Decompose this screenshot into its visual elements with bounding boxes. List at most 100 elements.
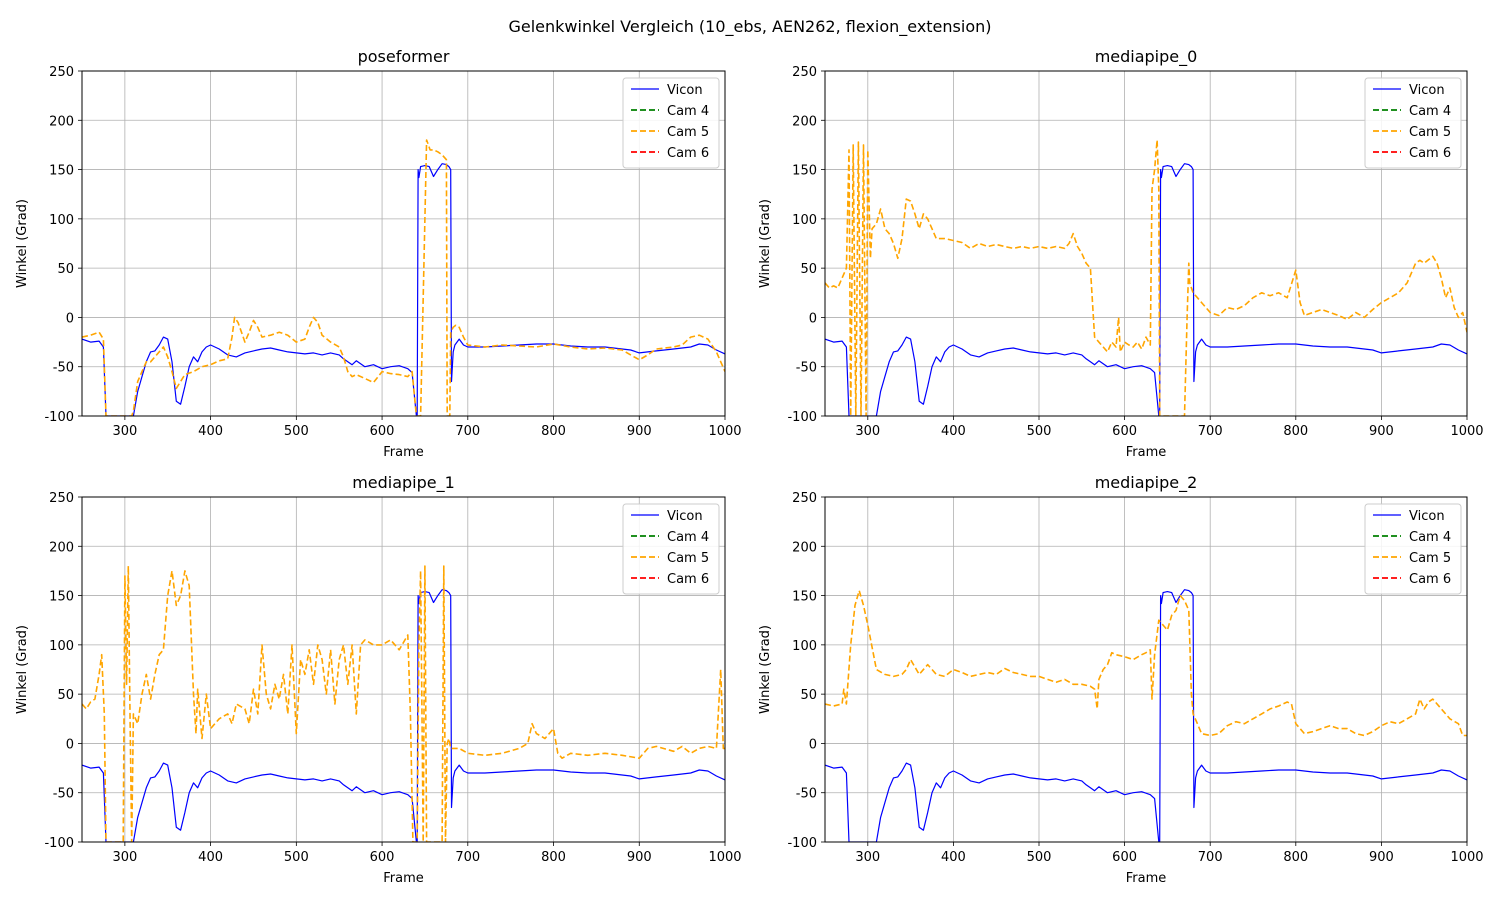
legend-box <box>622 77 720 169</box>
y-tick-label: 250 <box>49 65 74 80</box>
x-axis-label: Frame <box>383 871 424 886</box>
x-tick-label: 1000 <box>1450 850 1483 865</box>
y-tick-label: -100 <box>44 836 74 851</box>
x-tick-label: 1000 <box>708 424 741 439</box>
x-tick-label: 700 <box>455 850 480 865</box>
x-tick-label: 900 <box>1369 424 1394 439</box>
x-tick-label: 400 <box>941 850 966 865</box>
y-tick-label: 0 <box>66 311 74 326</box>
x-tick-label: 300 <box>112 850 137 865</box>
legend-label: Vicon <box>667 509 703 524</box>
y-tick-label: 100 <box>792 639 817 654</box>
legend-box <box>1364 77 1462 169</box>
legend-box <box>622 503 720 595</box>
x-tick-label: 300 <box>855 424 880 439</box>
x-tick-label: 1000 <box>708 850 741 865</box>
y-tick-label: -100 <box>787 410 817 425</box>
y-tick-label: 50 <box>800 688 817 703</box>
y-tick-label: 50 <box>57 688 74 703</box>
y-tick-label: -50 <box>53 787 74 802</box>
legend-label: Cam 6 <box>1409 572 1451 587</box>
y-tick-label: 150 <box>792 164 817 179</box>
subplot-title: poseformer <box>358 47 450 66</box>
x-tick-label: 800 <box>541 424 566 439</box>
x-tick-label: 500 <box>1027 850 1052 865</box>
x-tick-label: 300 <box>112 424 137 439</box>
series-group <box>82 565 725 842</box>
series-line-cam-5 <box>82 565 725 842</box>
x-tick-label: 500 <box>284 424 309 439</box>
y-tick-label: 200 <box>792 114 817 129</box>
y-tick-label: 100 <box>49 213 74 228</box>
y-tick-label: -50 <box>796 361 817 376</box>
legend-label: Vicon <box>1409 509 1445 524</box>
legend-box <box>1364 503 1462 595</box>
plot-frame <box>81 496 726 843</box>
x-tick-label: 700 <box>1198 850 1223 865</box>
x-tick-label: 1000 <box>1450 424 1483 439</box>
legend-label: Vicon <box>1409 83 1445 98</box>
x-tick-label: 400 <box>198 424 223 439</box>
y-tick-label: 200 <box>49 114 74 129</box>
y-tick-label: 100 <box>792 213 817 228</box>
series-line-cam-5 <box>825 589 1467 737</box>
y-axis-label: Winkel (Grad) <box>758 199 773 288</box>
x-tick-label: 600 <box>370 424 395 439</box>
x-tick-label: 300 <box>855 850 880 865</box>
y-tick-label: 0 <box>809 311 817 326</box>
x-axis-label: Frame <box>1126 445 1167 460</box>
legend: Vicon Cam 4 Cam 5 Cam 6 <box>622 77 720 169</box>
y-tick-label: 150 <box>792 590 817 605</box>
y-tick-label: 150 <box>49 164 74 179</box>
legend-label: Cam 4 <box>667 530 709 545</box>
series-line-vicon <box>825 589 1467 842</box>
series-group <box>825 589 1467 842</box>
x-axis-label: Frame <box>1126 871 1167 886</box>
legend-label: Cam 4 <box>1409 104 1451 119</box>
plot-frame <box>81 70 726 417</box>
x-tick-label: 900 <box>627 850 652 865</box>
subplot-title: mediapipe_1 <box>352 473 455 493</box>
y-axis-label: Winkel (Grad) <box>15 625 30 714</box>
legend-label: Cam 5 <box>1409 125 1451 140</box>
series-line-vicon <box>825 163 1467 416</box>
y-tick-label: -100 <box>787 836 817 851</box>
y-tick-label: -50 <box>53 361 74 376</box>
plot-frame <box>824 70 1468 417</box>
legend: Vicon Cam 4 Cam 5 Cam 6 <box>1364 503 1462 595</box>
x-axis-label: Frame <box>383 445 424 460</box>
figure-suptitle: Gelenkwinkel Vergleich (10_ebs, AEN262, … <box>508 17 991 37</box>
legend-label: Cam 6 <box>1409 146 1451 161</box>
y-tick-label: 100 <box>49 639 74 654</box>
y-tick-label: 200 <box>792 540 817 555</box>
x-tick-label: 600 <box>1112 424 1137 439</box>
series-line-vicon <box>82 589 725 842</box>
x-tick-label: 900 <box>1369 850 1394 865</box>
legend: Vicon Cam 4 Cam 5 Cam 6 <box>1364 77 1462 169</box>
legend-label: Cam 5 <box>667 125 709 140</box>
series-group <box>82 139 725 416</box>
x-tick-label: 900 <box>627 424 652 439</box>
y-tick-label: 250 <box>792 491 817 506</box>
y-tick-label: -50 <box>796 787 817 802</box>
y-tick-label: 200 <box>49 540 74 555</box>
legend: Vicon Cam 4 Cam 5 Cam 6 <box>622 503 720 595</box>
legend-label: Cam 4 <box>667 104 709 119</box>
x-tick-label: 400 <box>198 850 223 865</box>
x-tick-label: 800 <box>541 850 566 865</box>
y-tick-label: -100 <box>44 410 74 425</box>
series-line-cam-5 <box>82 139 725 416</box>
y-tick-label: 150 <box>49 590 74 605</box>
legend-label: Cam 6 <box>667 146 709 161</box>
series-group <box>825 139 1467 416</box>
x-tick-label: 400 <box>941 424 966 439</box>
y-tick-label: 250 <box>49 491 74 506</box>
subplot-title: mediapipe_2 <box>1095 473 1198 493</box>
x-tick-label: 800 <box>1283 424 1308 439</box>
x-tick-label: 800 <box>1283 850 1308 865</box>
x-tick-label: 500 <box>284 850 309 865</box>
